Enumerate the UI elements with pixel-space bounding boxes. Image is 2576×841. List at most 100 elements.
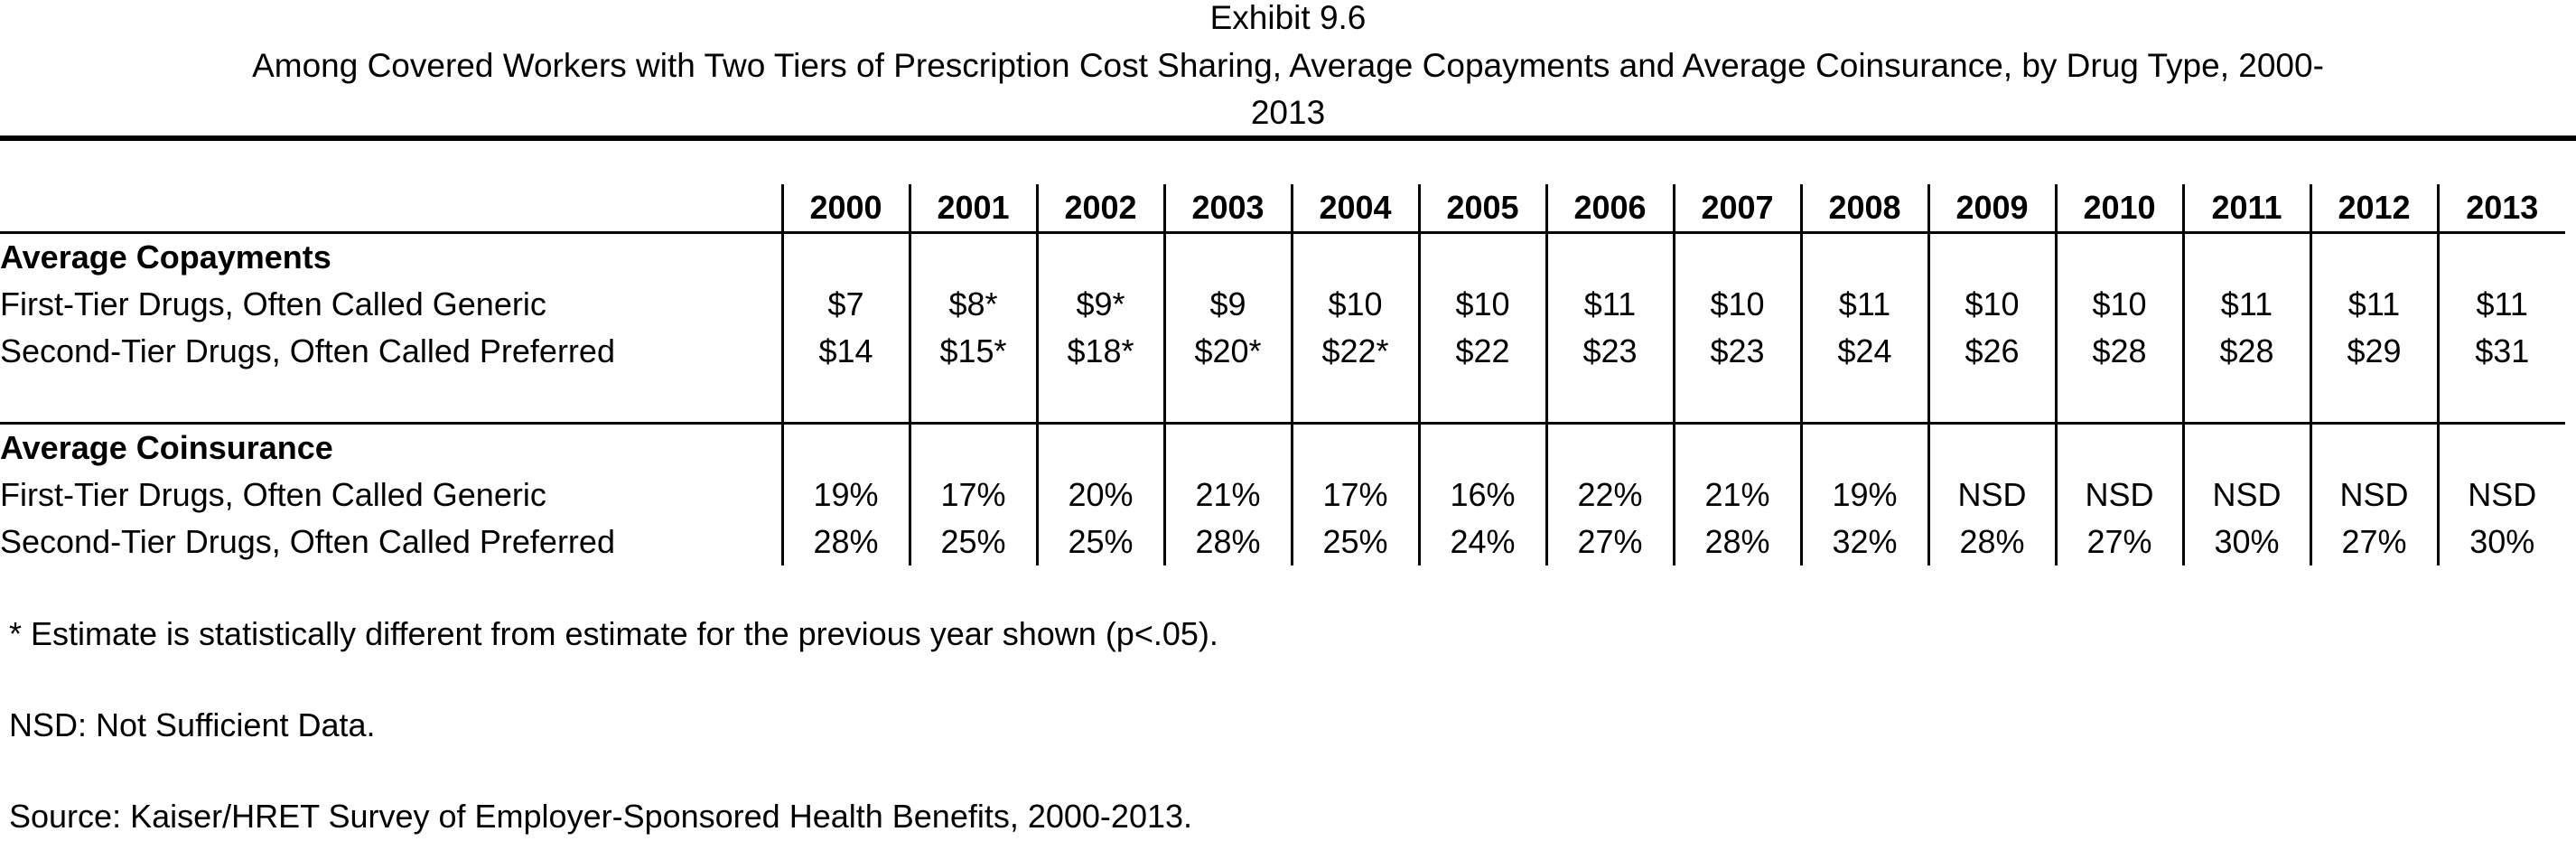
value-cell: $18* bbox=[1035, 328, 1164, 375]
value-cell: $20* bbox=[1162, 328, 1292, 375]
empty-cell bbox=[1672, 423, 1801, 472]
empty-cell bbox=[1417, 232, 1546, 281]
section-title: Average Coinsurance bbox=[0, 429, 333, 466]
value-cell: $10 bbox=[1417, 281, 1546, 328]
value-cell: $22 bbox=[1417, 328, 1546, 375]
empty-cell bbox=[1927, 232, 2056, 281]
spacer-cell bbox=[1035, 375, 1164, 425]
spacer-cell bbox=[1927, 375, 2056, 425]
spacer-cell bbox=[1672, 375, 1801, 425]
empty-cell bbox=[2309, 423, 2438, 472]
value-cell: 28% bbox=[780, 519, 910, 565]
value-cell: NSD bbox=[2309, 472, 2438, 519]
value-cell: 22% bbox=[1545, 472, 1674, 519]
nsd-note: NSD: Not Sufficient Data. bbox=[9, 706, 376, 743]
empty-cell bbox=[2436, 423, 2565, 472]
empty-cell bbox=[2436, 232, 2565, 281]
empty-cell bbox=[2054, 232, 2183, 281]
spacer-cell bbox=[0, 375, 782, 425]
value-cell: $9 bbox=[1162, 281, 1292, 328]
value-cell: $10 bbox=[2054, 281, 2183, 328]
empty-cell bbox=[1799, 232, 1928, 281]
table-row: First-Tier Drugs, Often Called Generic 19… bbox=[0, 472, 2565, 519]
section-title-row: Average Copayments bbox=[0, 232, 2565, 281]
spacer-cell bbox=[1417, 375, 1546, 425]
empty-cell bbox=[2054, 423, 2183, 472]
title-divider bbox=[0, 135, 2576, 141]
value-cell: 25% bbox=[1290, 519, 1419, 565]
year-header: 2001 bbox=[908, 184, 1037, 234]
empty-cell bbox=[1162, 232, 1292, 281]
year-header: 2005 bbox=[1417, 184, 1546, 234]
empty-cell bbox=[1799, 423, 1928, 472]
value-cell: $10 bbox=[1672, 281, 1801, 328]
value-cell: 30% bbox=[2436, 519, 2565, 565]
section-title-row: Average Coinsurance bbox=[0, 423, 2565, 472]
spacer-row bbox=[0, 375, 2565, 425]
table-row: Second-Tier Drugs, Often Called Preferre… bbox=[0, 328, 2565, 375]
value-cell: 25% bbox=[908, 519, 1037, 565]
value-cell: $24 bbox=[1799, 328, 1928, 375]
value-cell: $9* bbox=[1035, 281, 1164, 328]
value-cell: $26 bbox=[1927, 328, 2056, 375]
value-cell: 28% bbox=[1162, 519, 1292, 565]
value-cell: $11 bbox=[1545, 281, 1674, 328]
value-cell: NSD bbox=[2436, 472, 2565, 519]
value-cell: 27% bbox=[1545, 519, 1674, 565]
value-cell: 21% bbox=[1162, 472, 1292, 519]
empty-cell bbox=[780, 423, 910, 472]
value-cell: 21% bbox=[1672, 472, 1801, 519]
cost-sharing-table: 2000 2001 2002 2003 2004 2005 2006 2007 … bbox=[0, 184, 2565, 565]
value-cell: $31 bbox=[2436, 328, 2565, 375]
empty-cell bbox=[1035, 232, 1164, 281]
value-cell: NSD bbox=[2054, 472, 2183, 519]
value-cell: $11 bbox=[2436, 281, 2565, 328]
row-label: First-Tier Drugs, Often Called Generic bbox=[0, 476, 546, 513]
value-cell: 20% bbox=[1035, 472, 1164, 519]
table-header-row: 2000 2001 2002 2003 2004 2005 2006 2007 … bbox=[0, 184, 2565, 234]
year-header: 2000 bbox=[780, 184, 910, 234]
spacer-cell bbox=[2054, 375, 2183, 425]
table-row: First-Tier Drugs, Often Called Generic $7… bbox=[0, 281, 2565, 328]
year-header: 2003 bbox=[1162, 184, 1292, 234]
value-cell: NSD bbox=[2181, 472, 2310, 519]
empty-cell bbox=[908, 232, 1037, 281]
value-cell: 24% bbox=[1417, 519, 1546, 565]
value-cell: NSD bbox=[1927, 472, 2056, 519]
value-cell: $28 bbox=[2054, 328, 2183, 375]
value-cell: $22* bbox=[1290, 328, 1419, 375]
value-cell: 28% bbox=[1672, 519, 1801, 565]
value-cell: $28 bbox=[2181, 328, 2310, 375]
year-header: 2009 bbox=[1927, 184, 2056, 234]
empty-cell bbox=[1035, 423, 1164, 472]
empty-cell bbox=[1545, 423, 1674, 472]
value-cell: 17% bbox=[908, 472, 1037, 519]
value-cell: $11 bbox=[1799, 281, 1928, 328]
value-cell: 27% bbox=[2309, 519, 2438, 565]
value-cell: $11 bbox=[2181, 281, 2310, 328]
year-header: 2006 bbox=[1545, 184, 1674, 234]
table-row: Second-Tier Drugs, Often Called Preferre… bbox=[0, 519, 2565, 565]
row-label: First-Tier Drugs, Often Called Generic bbox=[0, 285, 546, 322]
empty-cell bbox=[1162, 423, 1292, 472]
year-header: 2013 bbox=[2436, 184, 2565, 234]
exhibit-title-line-2: 2013 bbox=[1250, 94, 1326, 131]
exhibit-number: Exhibit 9.6 bbox=[1209, 0, 1367, 36]
value-cell: $23 bbox=[1545, 328, 1674, 375]
source-note: Source: Kaiser/HRET Survey of Employer-S… bbox=[9, 798, 1193, 835]
value-cell: 19% bbox=[780, 472, 910, 519]
year-header: 2008 bbox=[1799, 184, 1928, 234]
value-cell: $14 bbox=[780, 328, 910, 375]
empty-cell bbox=[2181, 423, 2310, 472]
year-header: 2007 bbox=[1672, 184, 1801, 234]
table-corner-cell bbox=[0, 184, 782, 234]
significance-note: * Estimate is statistically different fr… bbox=[9, 615, 1218, 652]
value-cell: 25% bbox=[1035, 519, 1164, 565]
spacer-cell bbox=[780, 375, 910, 425]
row-label: Second-Tier Drugs, Often Called Preferre… bbox=[0, 523, 615, 560]
year-header: 2002 bbox=[1035, 184, 1164, 234]
empty-cell bbox=[2309, 232, 2438, 281]
value-cell: 16% bbox=[1417, 472, 1546, 519]
value-cell: $10 bbox=[1927, 281, 2056, 328]
value-cell: 17% bbox=[1290, 472, 1419, 519]
